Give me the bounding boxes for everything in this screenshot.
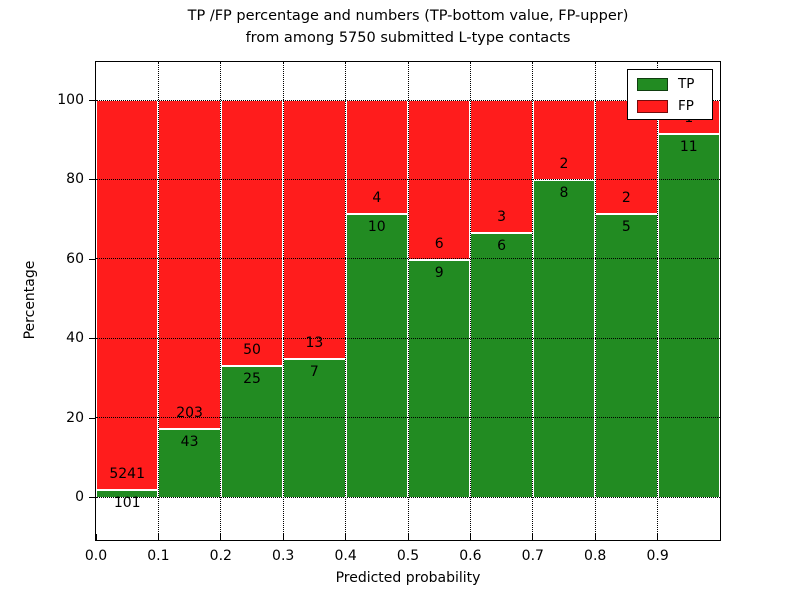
y-tick-label: 40 — [66, 330, 84, 347]
x-tick-mark — [220, 534, 222, 540]
bar-segment-tp — [283, 358, 346, 497]
legend-box: TP FP — [627, 69, 713, 120]
legend-entry: FP — [637, 98, 703, 114]
bar-fp-count-label: 50 — [243, 341, 261, 358]
x-tick-label: 0.7 — [521, 548, 544, 564]
bar-segment-tp — [470, 232, 533, 497]
bar-value-labels-layer: 524110120343502513741069362825111 — [96, 62, 720, 540]
x-tick-mark — [532, 534, 534, 540]
bar-tp-count-label: 25 — [243, 370, 261, 387]
bar-tp-count-label: 8 — [559, 185, 569, 202]
bar-tp-count-label: 9 — [434, 264, 444, 281]
bar-fp-count-label: 5241 — [109, 466, 146, 483]
gridline-vertical — [657, 62, 659, 540]
x-tick-mark — [407, 534, 409, 540]
bar-fp-count-label: 4 — [372, 190, 382, 207]
chart-title-line-2: from among 5750 submitted L-type contact… — [245, 30, 571, 46]
x-tick-mark — [282, 534, 284, 540]
x-tick-mark — [157, 534, 159, 540]
chart-title-line-1: TP /FP percentage and numbers (TP-bottom… — [187, 8, 629, 24]
y-tick-label: 100 — [57, 92, 84, 108]
y-tick-mark — [89, 179, 96, 181]
gridline-vertical — [282, 62, 284, 540]
bar-segment-fp — [532, 100, 596, 180]
bar-segment-tp — [595, 213, 658, 497]
bar-tp-count-label: 101 — [113, 495, 141, 512]
y-tick-label: 80 — [66, 171, 84, 188]
bar-fp-count-label: 2 — [559, 156, 569, 173]
gridline-vertical — [157, 62, 159, 540]
grid-layer — [96, 62, 720, 540]
y-tick-mark — [89, 417, 96, 419]
x-tick-mark — [95, 534, 97, 540]
bar-segment-tp — [158, 427, 221, 497]
bar-tp-count-label: 11 — [679, 139, 698, 156]
x-tick-label: 0.4 — [334, 548, 357, 564]
bar-segment-fp — [470, 100, 533, 233]
gridline-vertical — [220, 62, 222, 540]
bar-segment-fp — [158, 100, 221, 428]
legend-swatch-tp — [637, 77, 668, 91]
legend-swatch-fp — [637, 99, 668, 113]
bar-fp-count-label: 203 — [176, 404, 203, 421]
bar-segment-tp — [220, 364, 284, 497]
x-tick-label: 0.9 — [646, 548, 669, 564]
bar-segment-tp — [408, 258, 471, 497]
bar-segment-fp — [96, 100, 159, 490]
y-tick-mark — [89, 258, 96, 260]
y-tick-label: 0 — [75, 489, 84, 505]
x-tick-label: 0.0 — [84, 548, 108, 564]
x-tick-mark — [345, 534, 347, 540]
y-tick-mark — [89, 100, 96, 101]
bar-segment-fp — [283, 100, 346, 359]
bar-tp-count-label: 7 — [309, 364, 319, 381]
y-tick-label: 20 — [66, 409, 84, 426]
x-tick-mark — [469, 534, 471, 540]
bar-fp-count-label: 6 — [434, 235, 444, 252]
legend-label-fp: FP — [678, 98, 694, 114]
x-tick-mark — [594, 534, 596, 540]
bar-segment-tp — [657, 133, 720, 497]
bar-segment-tp — [345, 213, 408, 497]
y-axis-label: Percentage — [22, 260, 38, 340]
x-axis-label: Predicted probability — [335, 570, 481, 586]
bar-segment-fp — [220, 100, 284, 365]
gridline-vertical — [532, 62, 534, 540]
x-tick-label: 0.1 — [147, 548, 170, 564]
bar-tp-count-label: 5 — [621, 219, 631, 236]
bar-segment-fp — [345, 100, 408, 214]
y-tick-mark — [89, 497, 96, 498]
bar-fp-count-label: 13 — [305, 335, 324, 352]
ticks-layer: 0.0 0.1 0.2 0.3 0.4 0.5 0.6 0.7 0.8 0.9 0 20 40 60 80 1… — [57, 62, 720, 564]
bar-tp-count-label: 10 — [367, 219, 386, 236]
x-tick-label: 0.3 — [272, 548, 295, 564]
bar-fp-count-label: 2 — [621, 190, 631, 207]
legend-label-tp: TP — [678, 76, 695, 92]
bar-tp-count-label: 43 — [180, 433, 199, 450]
plot-area: 0.0 0.1 0.2 0.3 0.4 0.5 0.6 0.7 0.8 0.9 0 20 40 60 80 1… — [57, 61, 721, 564]
legend-entry: TP — [637, 76, 703, 92]
bar-fp-count-label: 3 — [497, 209, 507, 226]
gridline-vertical — [407, 62, 409, 540]
gridline-vertical — [594, 62, 596, 540]
bar-tp-count-label: 6 — [497, 238, 507, 255]
y-tick-label: 60 — [66, 250, 84, 267]
x-tick-label: 0.5 — [396, 548, 420, 564]
x-tick-label: 0.6 — [459, 548, 482, 564]
x-tick-label: 0.2 — [209, 548, 232, 564]
y-tick-mark — [89, 338, 96, 340]
gridline-vertical — [469, 62, 471, 540]
x-tick-label: 0.8 — [584, 548, 607, 564]
x-tick-mark — [657, 534, 659, 540]
bar-segment-tp — [96, 489, 159, 497]
gridline-vertical — [345, 62, 347, 540]
